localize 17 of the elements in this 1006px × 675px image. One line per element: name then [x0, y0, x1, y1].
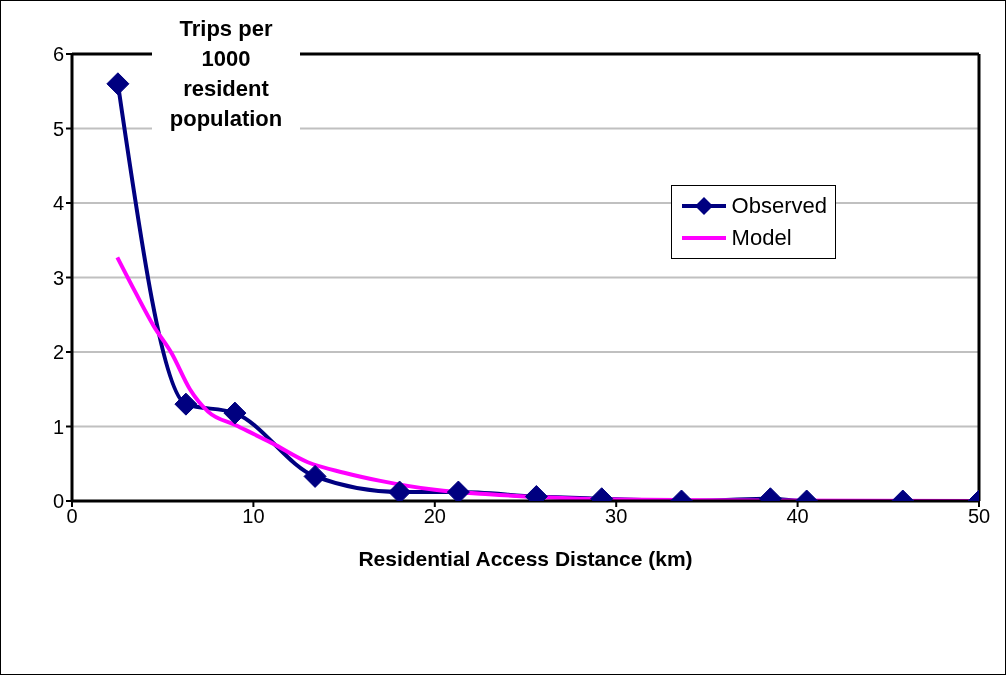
- x-tick-label: 50: [967, 505, 991, 528]
- y-tick-label: 4: [52, 192, 64, 215]
- y-tick-label: 1: [52, 415, 64, 438]
- y-tick-label: 3: [52, 266, 64, 289]
- x-tick-label: 30: [605, 505, 628, 528]
- x-tick-label: 10: [242, 505, 265, 528]
- y-tick-label: 2: [52, 341, 64, 364]
- y-tick-label: 6: [52, 43, 64, 66]
- legend-label: Model: [731, 224, 792, 252]
- x-axis-title: Residential Access Distance (km): [358, 547, 693, 570]
- x-tick-label: 20: [423, 505, 446, 528]
- x-tick-label: 0: [66, 505, 78, 528]
- y-axis-title: Trips per 1000 resident population: [152, 12, 300, 136]
- y-tick-label: 0: [52, 490, 64, 513]
- x-tick-label: 40: [786, 505, 809, 528]
- y-tick-label: 5: [52, 117, 64, 140]
- legend-label: Observed: [731, 192, 827, 220]
